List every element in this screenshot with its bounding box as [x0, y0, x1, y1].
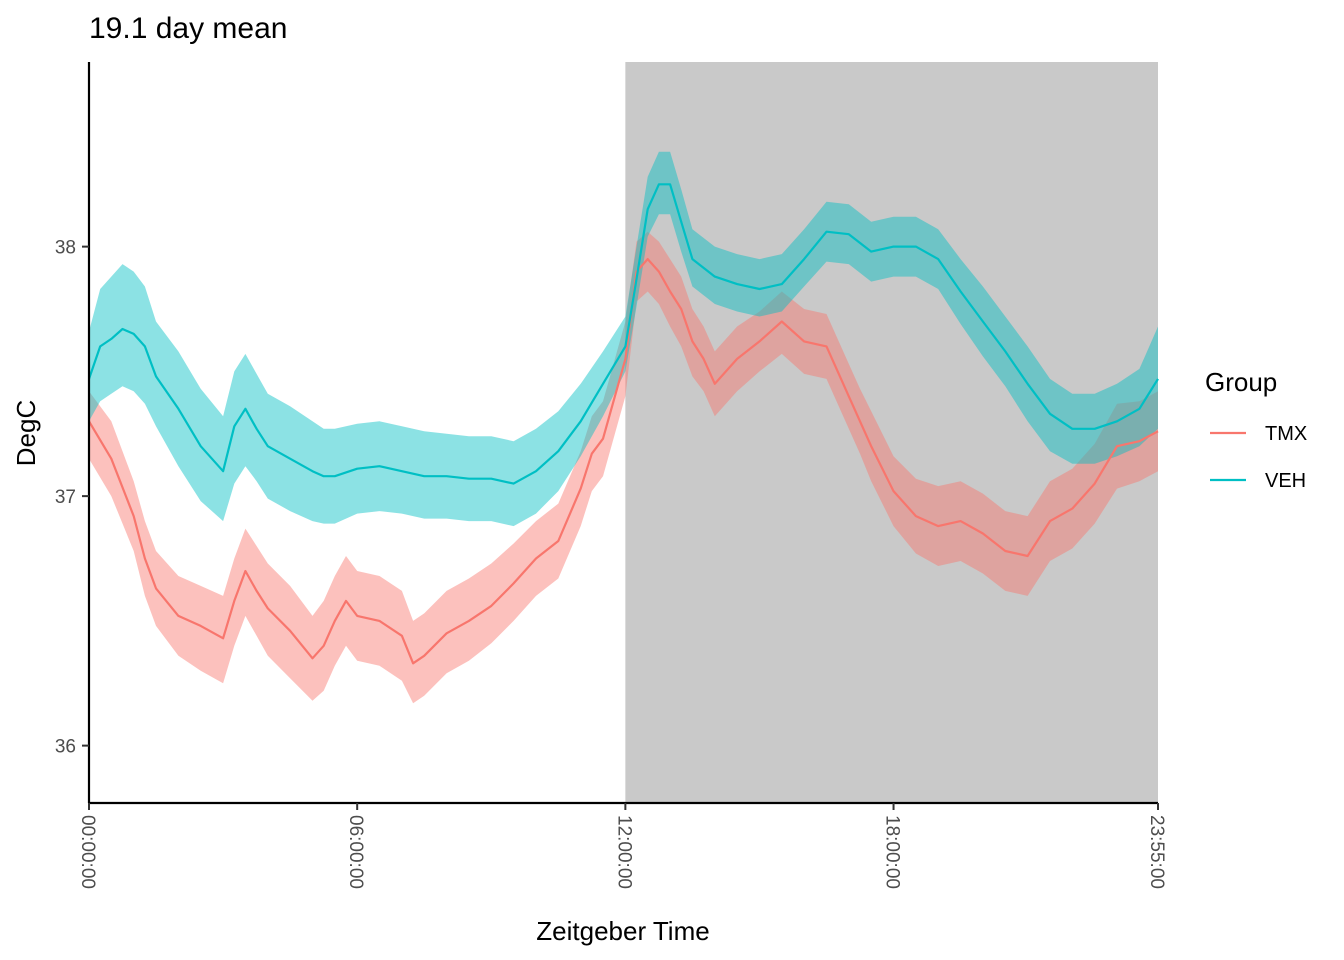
legend-title: Group: [1205, 367, 1277, 397]
legend-label-tmx: TMX: [1265, 423, 1307, 445]
axes: 36 37 38 00:00:00 06:00:00 12:00:00 18:00:00 2…: [55, 62, 1167, 889]
x-tick-label: 00:00:00: [77, 815, 98, 889]
y-axis-title: DegC: [11, 400, 41, 466]
series-line-tmx: [88, 258, 1159, 665]
series-lines: [87, 183, 1159, 665]
y-tick-label: 37: [55, 487, 76, 508]
dark-phase-shading: [625, 62, 1158, 803]
series-line-veh: [87, 183, 1159, 485]
plot-panel: [87, 62, 1159, 803]
x-axis-ticks: 00:00:00 06:00:00 12:00:00 18:00:00 23:55:00: [77, 803, 1167, 889]
y-tick-label: 36: [55, 737, 76, 758]
legend-items: TMX VEH: [1210, 423, 1307, 492]
legend-label-veh: VEH: [1265, 470, 1306, 492]
x-tick-label: 18:00:00: [882, 815, 903, 889]
y-tick-label: 38: [55, 238, 76, 259]
chart-title: 19.1 day mean: [89, 12, 287, 45]
y-axis-ticks: 36 37 38: [55, 238, 89, 758]
x-tick-label: 12:00:00: [613, 815, 634, 889]
band-tmx: [89, 231, 1158, 704]
x-tick-label: 23:55:00: [1146, 815, 1167, 889]
band-veh: [89, 151, 1158, 527]
x-tick-label: 06:00:00: [345, 815, 366, 889]
legend: Group TMX VEH: [1205, 367, 1307, 492]
confidence-bands: [89, 151, 1158, 704]
x-axis-title: Zeitgeber Time: [536, 916, 709, 946]
